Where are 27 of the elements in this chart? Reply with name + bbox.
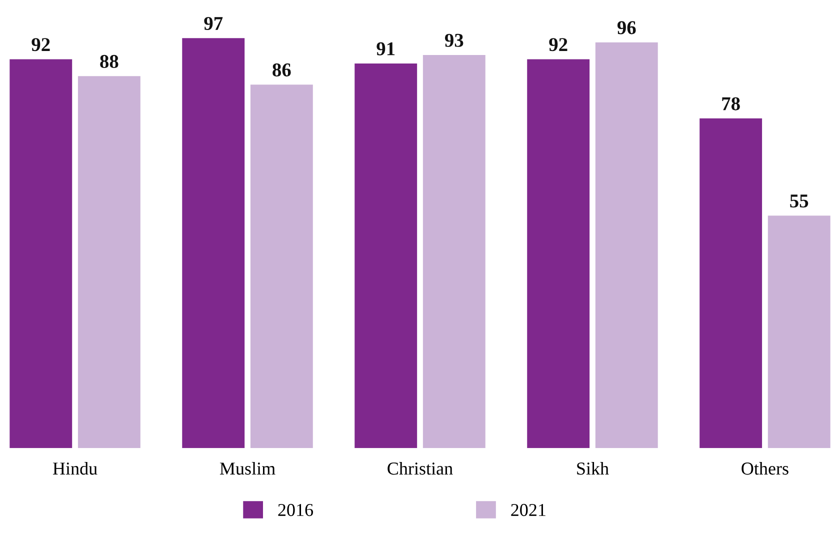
bar <box>595 42 658 448</box>
legend-label: 2021 <box>511 504 546 516</box>
bar <box>78 76 140 448</box>
bar <box>422 55 486 448</box>
x-tick-label: Sikh <box>577 462 609 475</box>
data-label: 96 <box>617 21 636 34</box>
x-tick-label: Christian <box>388 462 453 475</box>
data-label: 55 <box>790 194 808 208</box>
x-tick-label: Muslim <box>220 462 276 475</box>
x-tick-label: Others <box>742 462 788 475</box>
bar <box>700 118 762 448</box>
data-label: 86 <box>272 63 291 76</box>
bar <box>182 38 245 448</box>
data-label: 93 <box>444 34 464 47</box>
data-label: 88 <box>100 54 118 68</box>
x-tick-label: Hindu <box>52 462 98 475</box>
bar <box>250 84 313 448</box>
data-label: 92 <box>32 38 50 52</box>
data-label: 97 <box>204 16 223 30</box>
bar <box>354 63 418 448</box>
data-label: 92 <box>549 38 568 52</box>
data-label: 78 <box>722 97 740 110</box>
bar <box>10 59 72 448</box>
data-label: 91 <box>376 42 395 56</box>
legend-label: 2016 <box>278 504 314 516</box>
bar <box>768 216 830 448</box>
bar <box>527 59 590 448</box>
